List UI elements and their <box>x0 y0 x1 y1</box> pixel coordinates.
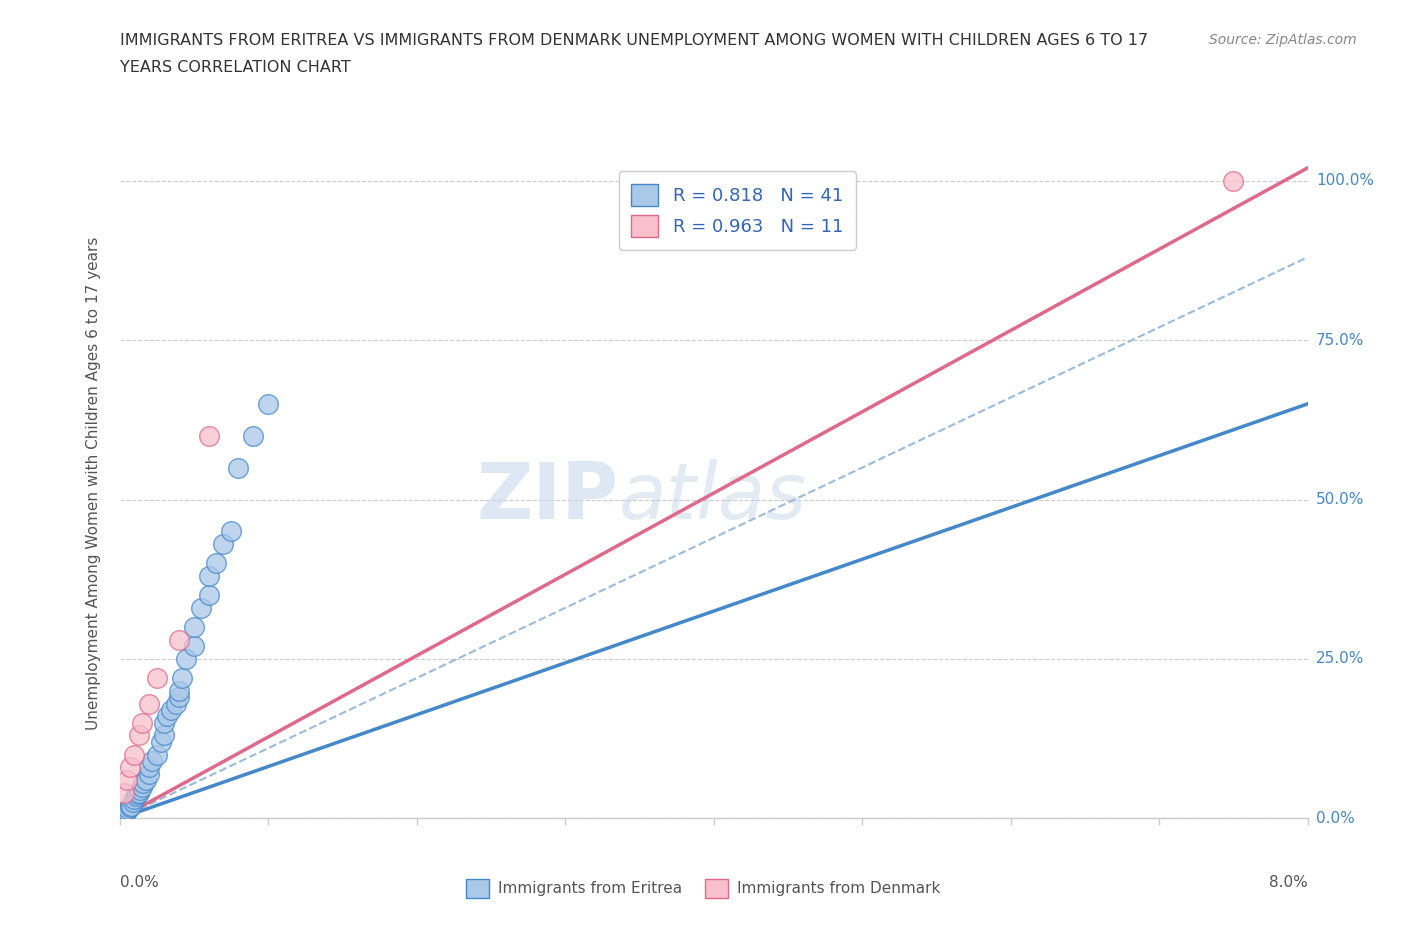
Point <box>127 787 149 802</box>
Point <box>131 779 153 794</box>
Point <box>138 697 160 711</box>
Point <box>132 776 155 790</box>
Point <box>167 684 190 698</box>
Point <box>138 766 160 781</box>
Point <box>118 760 141 775</box>
Point <box>145 747 167 762</box>
Text: 0.0%: 0.0% <box>1316 811 1354 826</box>
Point <box>167 632 190 647</box>
Point <box>205 556 228 571</box>
Point <box>212 537 235 551</box>
Point <box>170 671 193 685</box>
Text: 75.0%: 75.0% <box>1316 333 1364 348</box>
Point <box>135 773 157 788</box>
Text: 100.0%: 100.0% <box>1316 173 1374 188</box>
Text: atlas: atlas <box>619 459 807 535</box>
Point <box>156 709 179 724</box>
Point <box>118 800 141 815</box>
Point <box>197 568 219 583</box>
Point <box>131 715 153 730</box>
Y-axis label: Unemployment Among Women with Children Ages 6 to 17 years: Unemployment Among Women with Children A… <box>86 237 101 730</box>
Text: IMMIGRANTS FROM ERITREA VS IMMIGRANTS FROM DENMARK UNEMPLOYMENT AMONG WOMEN WITH: IMMIGRANTS FROM ERITREA VS IMMIGRANTS FR… <box>120 33 1147 47</box>
Text: 8.0%: 8.0% <box>1268 875 1308 890</box>
Point <box>120 798 142 813</box>
Point <box>117 802 139 817</box>
Point <box>183 639 205 654</box>
Point <box>165 697 187 711</box>
Text: 25.0%: 25.0% <box>1316 652 1364 667</box>
Point <box>112 806 135 821</box>
Point <box>242 429 264 444</box>
Text: Source: ZipAtlas.com: Source: ZipAtlas.com <box>1209 33 1357 46</box>
Point <box>160 702 183 717</box>
Point <box>138 760 160 775</box>
Point <box>153 715 176 730</box>
Point <box>197 588 219 603</box>
Point <box>1222 173 1244 188</box>
Point <box>197 429 219 444</box>
Point <box>114 804 136 819</box>
Text: YEARS CORRELATION CHART: YEARS CORRELATION CHART <box>120 60 350 75</box>
Point <box>122 795 145 810</box>
Point <box>128 728 150 743</box>
Legend: R = 0.818   N = 41, R = 0.963   N = 11: R = 0.818 N = 41, R = 0.963 N = 11 <box>619 171 856 249</box>
Point <box>115 804 138 818</box>
Point <box>124 747 146 762</box>
Text: ZIP: ZIP <box>477 459 619 535</box>
Point <box>128 786 150 801</box>
Point <box>167 690 190 705</box>
Point <box>228 460 250 475</box>
Point <box>150 735 173 750</box>
Point <box>141 753 163 768</box>
Point <box>183 619 205 634</box>
Point <box>112 786 135 801</box>
Point <box>124 791 146 806</box>
Legend: Immigrants from Eritrea, Immigrants from Denmark: Immigrants from Eritrea, Immigrants from… <box>460 873 946 904</box>
Point <box>153 728 176 743</box>
Point <box>129 782 152 797</box>
Point <box>125 789 148 804</box>
Text: 50.0%: 50.0% <box>1316 492 1364 507</box>
Point <box>145 671 167 685</box>
Point <box>176 652 198 667</box>
Point <box>111 808 134 823</box>
Point <box>257 396 280 411</box>
Point <box>219 524 242 538</box>
Text: 0.0%: 0.0% <box>120 875 159 890</box>
Point <box>115 773 138 788</box>
Point <box>190 601 212 616</box>
